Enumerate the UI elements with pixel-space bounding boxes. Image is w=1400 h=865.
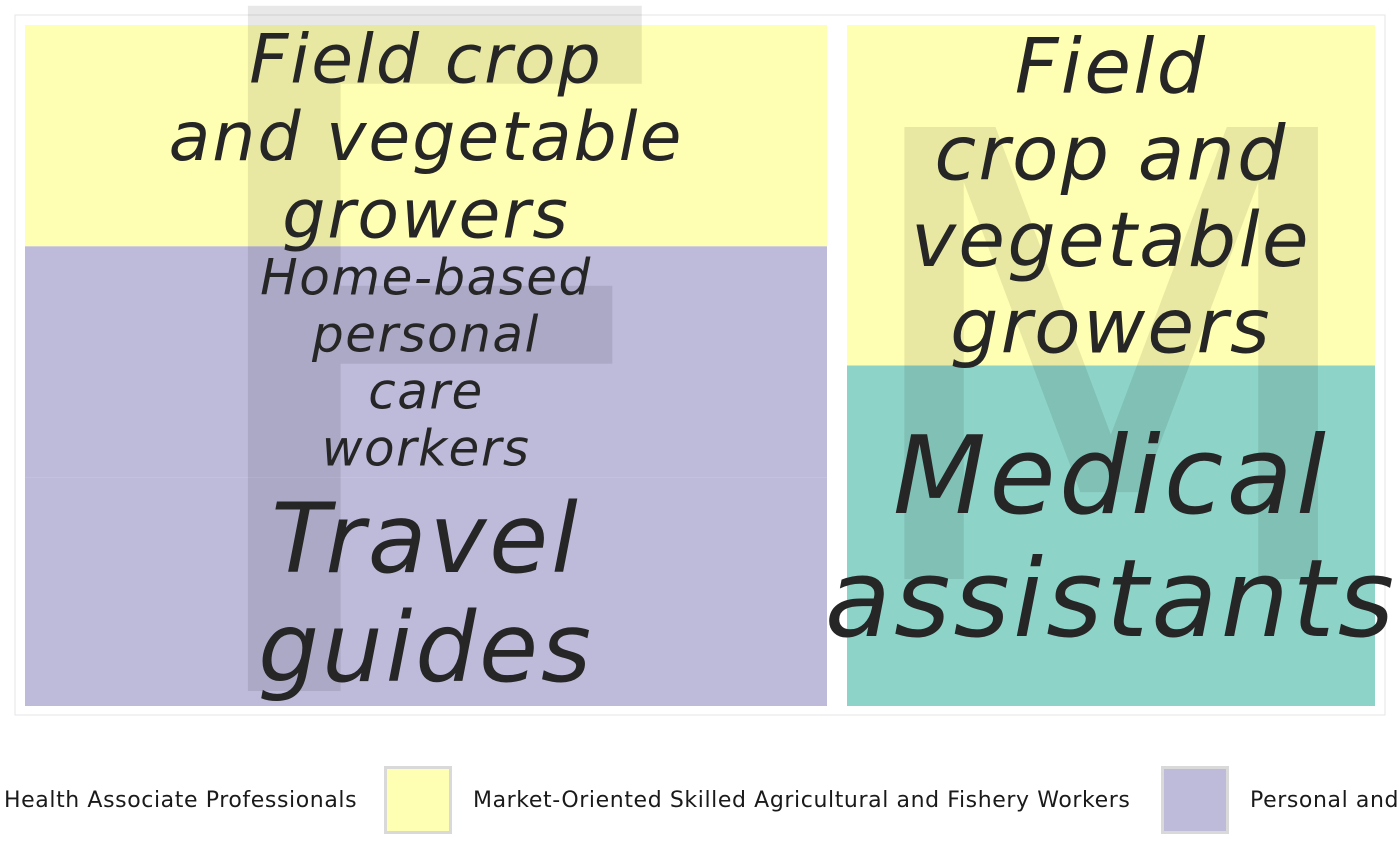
legend-item-health: Health Associate Professionals (4, 755, 357, 845)
treemap-tile (25, 246, 827, 478)
tile-label: Home-based personal care workers (260, 249, 592, 478)
tile-label: Medical assistants (825, 414, 1398, 662)
legend: Health Associate Professionals Market-Or… (0, 755, 1400, 845)
treemap-tile (25, 477, 827, 706)
facet-watermark: M (844, 5, 1379, 726)
legend-item-personal: Personal and (1161, 755, 1399, 845)
tile-labels: Field crop and vegetable growersHome-based… (169, 21, 1398, 705)
tiles-layer (25, 25, 1375, 706)
tile-label: Field crop and vegetable growers (169, 21, 684, 255)
tile-label: Field crop and vegetable growers (911, 22, 1311, 371)
treemap-tile (25, 25, 827, 247)
legend-label: Health Associate Professionals (4, 787, 358, 813)
tile-label: Travel guides (258, 483, 594, 704)
facet-watermark: F (156, 0, 697, 740)
legend-swatch (384, 766, 452, 834)
legend-label: Market-Oriented Skilled Agricultural and… (473, 787, 1131, 813)
legend-swatch (1161, 766, 1229, 834)
treemap-tile (847, 25, 1375, 366)
legend-item-agricultural: Market-Oriented Skilled Agricultural and… (384, 755, 1130, 845)
legend-label: Personal and (1250, 787, 1400, 813)
treemap-tile (847, 365, 1375, 706)
